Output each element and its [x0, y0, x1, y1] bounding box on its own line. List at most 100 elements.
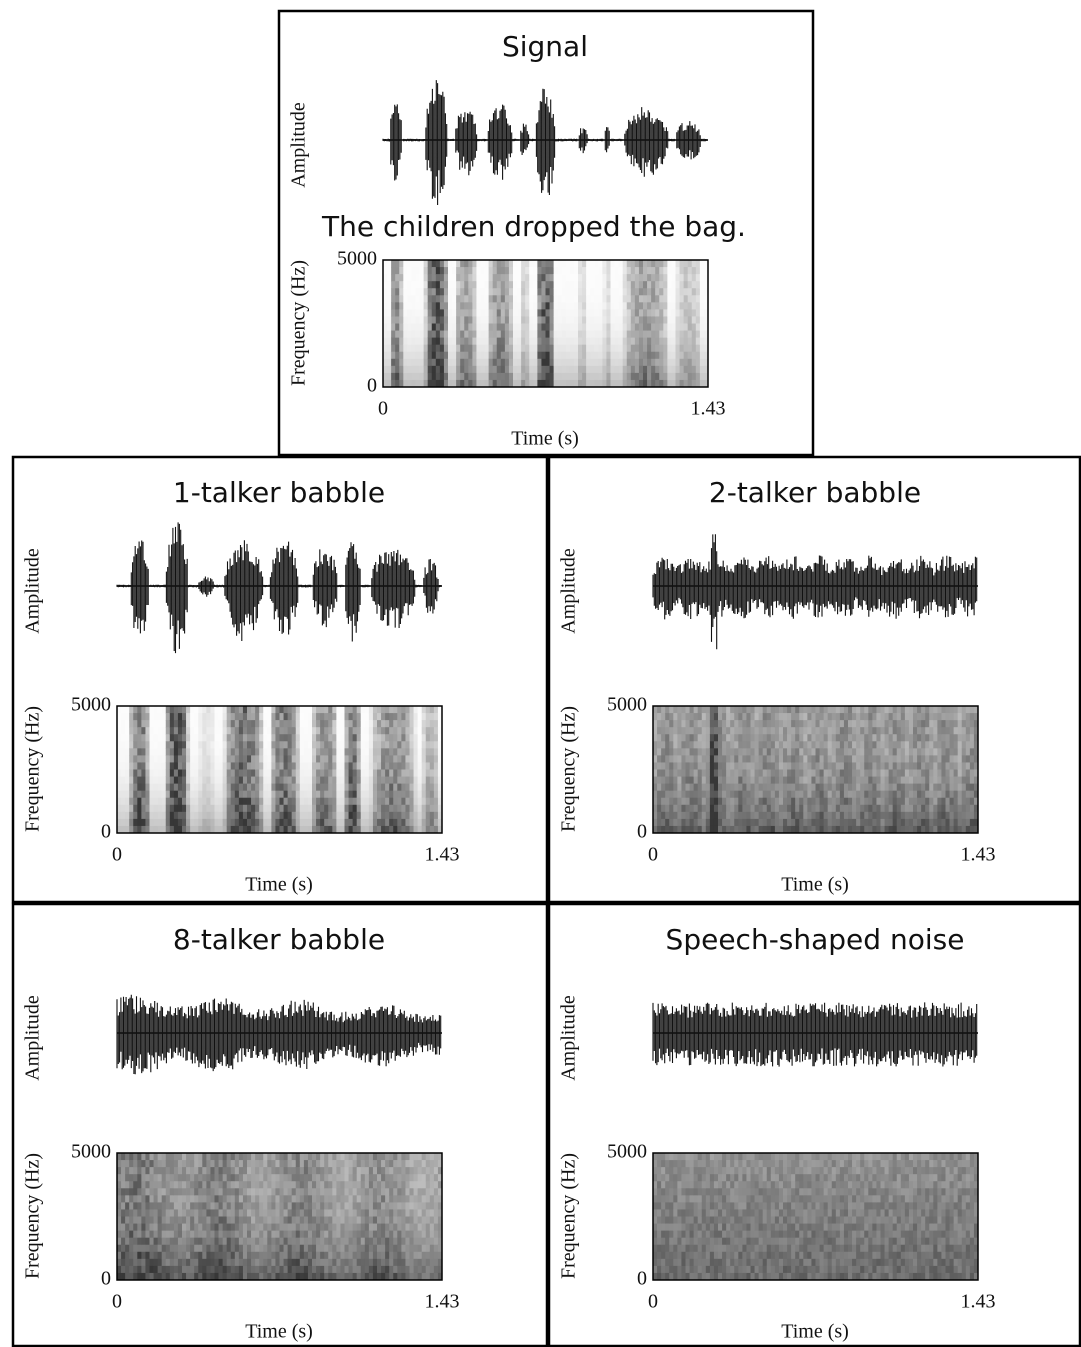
spectrogram-cell [316, 706, 320, 713]
spectrogram-cell [296, 819, 300, 826]
spectrogram-cell [864, 798, 868, 805]
spectrogram-cell [755, 812, 759, 819]
spectrogram-cell [598, 331, 602, 338]
spectrogram-cell [434, 805, 438, 812]
spectrogram-cell [202, 1153, 206, 1160]
spectrogram-cell [876, 770, 880, 777]
spectrogram-cell [913, 777, 917, 784]
spectrogram-cell [651, 359, 655, 366]
spectrogram-cell [395, 309, 399, 316]
spectrogram-cell [284, 713, 288, 720]
spectrogram-cell [448, 295, 452, 302]
spectrogram-cell [692, 331, 696, 338]
spectrogram-cell [385, 791, 389, 798]
spectrogram-cell [686, 734, 690, 741]
spectrogram-cell [505, 288, 509, 295]
spectrogram-cell [680, 345, 684, 352]
spectrogram-cell [271, 720, 275, 727]
spectrogram-cell [655, 352, 659, 359]
spectrogram-cell [570, 359, 574, 366]
spectrogram-cell [121, 727, 125, 734]
spectrogram-cell [775, 770, 779, 777]
spectrogram-cell [414, 770, 418, 777]
spectrogram-cell [150, 1245, 154, 1252]
spectrogram-cell [239, 1266, 243, 1273]
spectrogram-cell [517, 373, 521, 380]
spectrogram-cell [537, 324, 541, 331]
spectrogram-cell [129, 741, 133, 748]
spectrogram-cell [946, 734, 950, 741]
spectrogram-cell [659, 359, 663, 366]
spectrogram-cell [767, 798, 771, 805]
spectrogram-cell [901, 713, 905, 720]
spectrogram-cell [263, 706, 267, 713]
spectrogram-cell [489, 359, 493, 366]
spectrogram-cell [395, 281, 399, 288]
spectrogram-cell [353, 805, 357, 812]
spectrogram-cell [673, 770, 677, 777]
spectrogram-cell [271, 777, 275, 784]
spectrogram-cell [219, 1181, 223, 1188]
spectrogram-cell [848, 727, 852, 734]
spectrogram-cell [387, 281, 391, 288]
spectrogram-cell [137, 1153, 141, 1160]
spectrogram-cell [505, 345, 509, 352]
spectrogram-cell [537, 345, 541, 352]
spectrogram-cell [292, 762, 296, 769]
spectrogram-cell [247, 762, 251, 769]
spectrogram-cell [746, 720, 750, 727]
spectrogram-cell [182, 798, 186, 805]
spectrogram-cell [574, 288, 578, 295]
spectrogram-cell [227, 791, 231, 798]
spectrogram-cell [150, 1167, 154, 1174]
spectrogram-cell [755, 734, 759, 741]
spectrogram-cell [275, 805, 279, 812]
spectrogram-cell [787, 762, 791, 769]
spectrogram-cell [141, 812, 145, 819]
spectrogram-cell [881, 741, 885, 748]
spectrogram-cell [239, 1238, 243, 1245]
spectrogram-cell [799, 770, 803, 777]
spectrogram-cell [133, 734, 137, 741]
spectrogram-cell [141, 1238, 145, 1245]
spectrogram-cell [816, 748, 820, 755]
spectrogram-cell [840, 727, 844, 734]
spectrogram-cell [639, 260, 643, 267]
spectrogram-cell [639, 324, 643, 331]
spectrogram-cell [125, 734, 129, 741]
spectrogram-cell [210, 1266, 214, 1273]
spectrogram-cell [574, 373, 578, 380]
spectrogram-cell [190, 720, 194, 727]
spectrogram-cell [820, 770, 824, 777]
spectrogram-cell [698, 748, 702, 755]
spectrogram-cell [529, 302, 533, 309]
spectrogram-cell [937, 755, 941, 762]
spectrogram-cell [485, 366, 489, 373]
spectrogram-cell [202, 1188, 206, 1195]
spectrogram-cell [166, 706, 170, 713]
spectrogram-cell [448, 274, 452, 281]
spectrogram-cell [828, 755, 832, 762]
spectrogram-cell [966, 819, 970, 826]
spectrogram-cell [966, 727, 970, 734]
spectrogram-cell [393, 798, 397, 805]
spectrogram-cell [247, 748, 251, 755]
spectrogram-cell [198, 805, 202, 812]
spectrogram-cell [635, 373, 639, 380]
spectrogram-cell [145, 1231, 149, 1238]
spectrogram-cell [194, 1266, 198, 1273]
spectrogram-cell [933, 748, 937, 755]
spectrogram-cell [129, 1266, 133, 1273]
spectrogram-cell [158, 1188, 162, 1195]
spectrogram-cell [292, 798, 296, 805]
spectrogram-cell [420, 281, 424, 288]
spectrogram-cell [418, 798, 422, 805]
spectrogram-cell [243, 727, 247, 734]
spectrogram-cell [665, 762, 669, 769]
spectrogram-cell [182, 1195, 186, 1202]
spectrogram-cell [611, 324, 615, 331]
spectrogram-cell [202, 727, 206, 734]
spectrogram-cell [665, 777, 669, 784]
spectrogram-cell [671, 295, 675, 302]
spectrogram-cell [129, 1181, 133, 1188]
